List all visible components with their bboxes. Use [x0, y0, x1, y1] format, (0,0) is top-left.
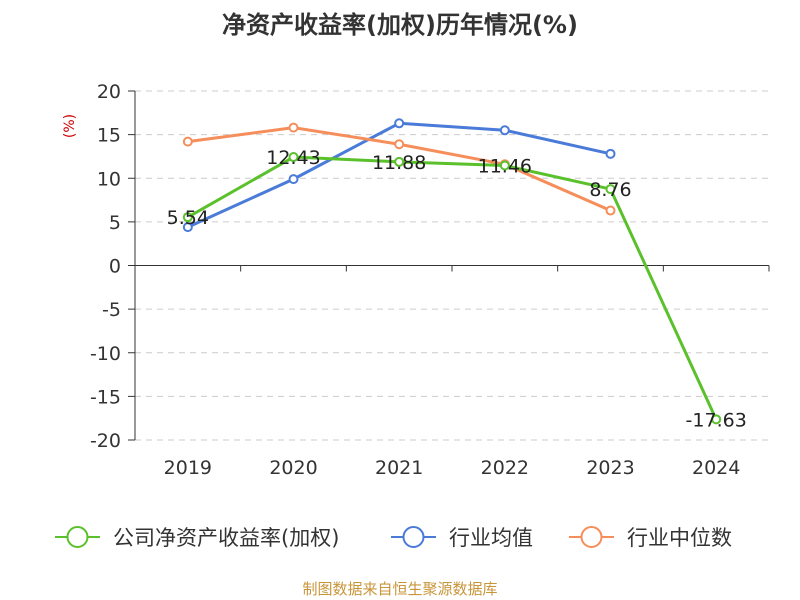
y-axis-label: (%)	[62, 114, 78, 138]
axes: 20 15 10 5 0 -5 -10 -15 -20 2019 2020 2021 2022 2023 2…	[90, 81, 770, 479]
series-point-1	[605, 148, 616, 159]
series-point-2	[605, 205, 616, 216]
legend: 公司净资产收益率(加权) 行业均值 行业中位数	[55, 526, 732, 550]
y-tick-label: -10	[90, 343, 121, 365]
y-tick-label: 20	[97, 81, 121, 103]
y-tick-label: -15	[90, 386, 121, 408]
series-point-1	[288, 174, 299, 185]
data-labels: 5.54 12.43 11.88 11.46 8.76 -17.63	[167, 147, 747, 431]
y-tick-label: -5	[102, 299, 121, 321]
data-label: 5.54	[167, 207, 209, 229]
grid	[135, 90, 769, 441]
series-point-0	[394, 156, 405, 167]
data-label: 8.76	[589, 179, 631, 201]
series-point-0	[288, 152, 299, 163]
data-label: 11.46	[478, 156, 532, 178]
x-tick-label: 2021	[375, 457, 423, 479]
data-label: -17.63	[686, 409, 747, 431]
legend-marker-0	[66, 526, 89, 548]
series-point-1	[394, 118, 405, 129]
series-point-1	[182, 222, 193, 233]
y-tick-label: 0	[109, 256, 121, 278]
y-tick-label: 10	[97, 168, 121, 190]
legend-label-1: 行业均值	[449, 526, 533, 550]
y-tick-label: 15	[97, 125, 121, 147]
y-tick-label: 5	[109, 212, 121, 234]
series-point-0	[605, 184, 616, 195]
x-tick-label: 2019	[164, 457, 212, 479]
x-tick-label: 2022	[481, 457, 529, 479]
series-point-1	[499, 125, 510, 136]
series-point-2	[182, 136, 193, 147]
series-point-2	[394, 139, 405, 150]
legend-label-2: 行业中位数	[627, 526, 732, 550]
x-tick-label: 2020	[269, 457, 317, 479]
series-point-0	[182, 212, 193, 223]
series-point-2	[288, 122, 299, 133]
series-line-0	[187, 155, 718, 420]
x-tick-label: 2024	[692, 457, 740, 479]
data-label: 11.88	[372, 152, 426, 174]
source-note: 制图数据来自恒生聚源数据库	[302, 580, 497, 598]
data-label: 12.43	[266, 147, 320, 169]
series-point-0	[499, 160, 510, 171]
legend-marker-2	[580, 526, 603, 548]
chart-title: 净资产收益率(加权)历年情况(%)	[222, 11, 578, 39]
x-tick-label: 2023	[586, 457, 634, 479]
legend-marker-1	[402, 526, 425, 548]
series-point-0	[711, 414, 722, 425]
legend-label-0: 公司净资产收益率(加权)	[113, 526, 339, 550]
y-tick-label: -20	[90, 430, 121, 452]
series-layer	[182, 118, 722, 425]
